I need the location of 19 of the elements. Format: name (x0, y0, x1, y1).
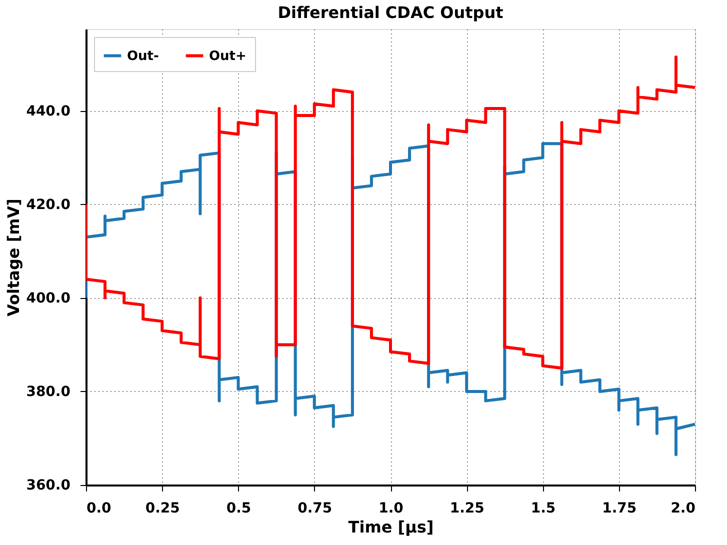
y-axis-title: Voltage [mV] (4, 198, 24, 316)
legend-label: Out- (127, 48, 159, 64)
chart-title: Differential CDAC Output (278, 3, 504, 22)
x-tick-label: 0.75 (298, 500, 332, 516)
x-tick-label: 0.0 (86, 500, 112, 516)
y-tick-label: 400.0 (26, 290, 71, 306)
x-tick-label: 1.5 (530, 500, 556, 516)
x-tick-label: 0.25 (145, 500, 180, 516)
y-tick-label: 420.0 (26, 196, 71, 213)
x-tick-label: 2.0 (670, 500, 696, 516)
y-tick-label: 360.0 (26, 478, 71, 494)
x-tick-label: 1.25 (450, 500, 484, 516)
x-tick-label: 1.75 (602, 500, 637, 516)
y-tick-label: 440.0 (26, 103, 71, 120)
x-tick-label: 1.0 (378, 500, 404, 516)
legend-label: Out+ (209, 48, 246, 64)
x-tick-label: 0.5 (226, 500, 252, 516)
x-axis-title: Time [µs] (348, 518, 434, 536)
y-tick-label: 380.0 (26, 384, 71, 400)
